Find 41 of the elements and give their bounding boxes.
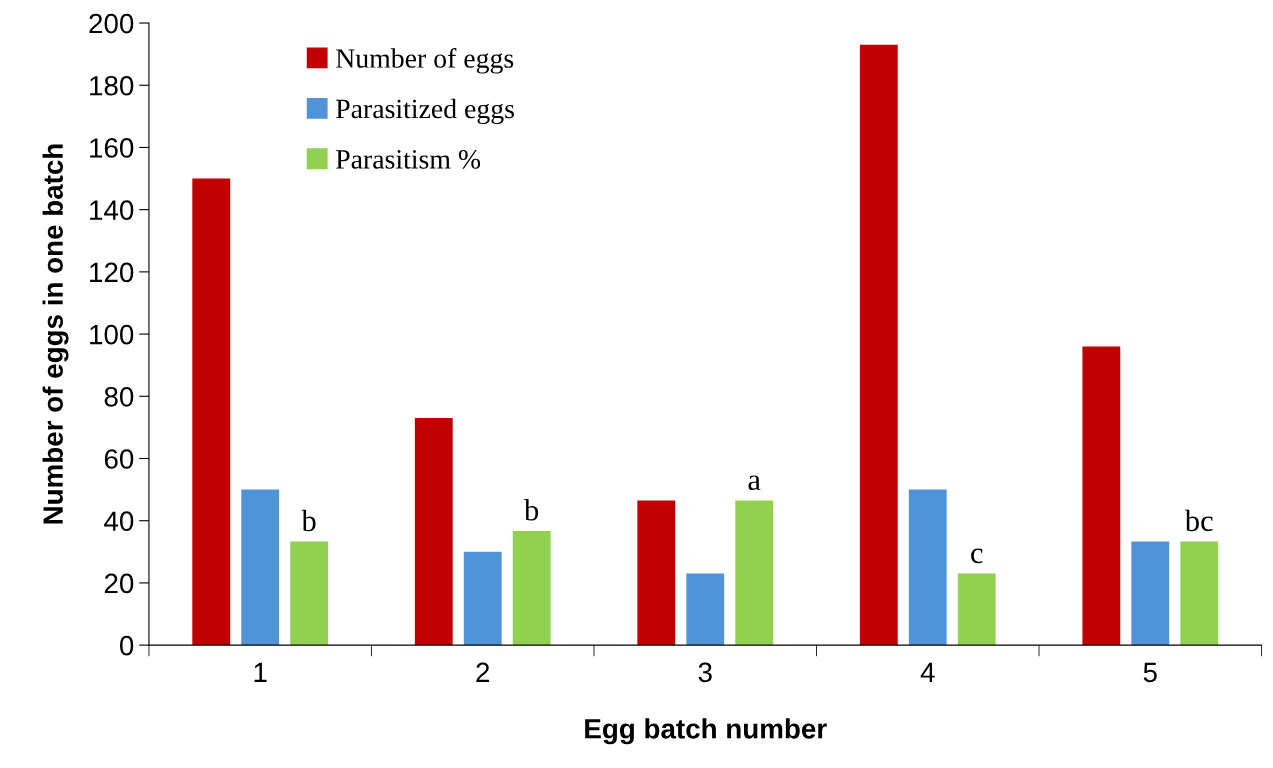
bar bbox=[859, 44, 898, 646]
annotation: b bbox=[524, 499, 539, 521]
bar bbox=[512, 530, 551, 646]
annotation: b bbox=[301, 509, 316, 532]
bar bbox=[463, 551, 502, 646]
bar bbox=[1131, 541, 1170, 646]
annotation: c bbox=[971, 548, 983, 564]
bar bbox=[414, 418, 453, 646]
bar bbox=[957, 573, 996, 646]
y-tick-label: 20 bbox=[104, 573, 134, 594]
y-tick-label: 60 bbox=[104, 449, 134, 469]
bar bbox=[686, 573, 725, 646]
x-tick-label: 5 bbox=[1143, 662, 1157, 683]
y-axis-title: Number of eggs in one batch bbox=[42, 144, 69, 524]
annotation: bc bbox=[1184, 509, 1213, 532]
x-axis-title: Egg batch number bbox=[585, 718, 827, 745]
y-tick-label: 120 bbox=[90, 262, 134, 283]
bar bbox=[1180, 541, 1219, 646]
bar bbox=[637, 500, 676, 646]
y-tick-label: 160 bbox=[90, 138, 134, 158]
legend-label: Parasitized eggs bbox=[336, 98, 514, 125]
bar bbox=[908, 489, 947, 646]
y-tick-label: 200 bbox=[89, 13, 134, 34]
bar bbox=[290, 541, 329, 646]
x-tick-label: 4 bbox=[920, 662, 935, 682]
y-tick-label: 40 bbox=[104, 511, 134, 532]
bar bbox=[1082, 346, 1121, 646]
x-tick-label: 2 bbox=[476, 662, 490, 682]
y-tick-label: 100 bbox=[90, 324, 134, 345]
bar bbox=[192, 178, 231, 646]
x-tick-label: 3 bbox=[698, 662, 712, 683]
x-tick-label: 1 bbox=[254, 662, 267, 682]
bar bbox=[735, 500, 774, 646]
y-tick-label: 140 bbox=[90, 200, 134, 220]
bar bbox=[241, 489, 280, 646]
y-tick-label: 180 bbox=[90, 75, 134, 96]
legend-label: Parasitism % bbox=[336, 150, 481, 169]
annotation: a bbox=[748, 475, 761, 491]
y-tick-label: 80 bbox=[104, 386, 134, 407]
y-tick-label: 0 bbox=[120, 635, 134, 656]
legend-label: Number of eggs bbox=[336, 48, 514, 74]
